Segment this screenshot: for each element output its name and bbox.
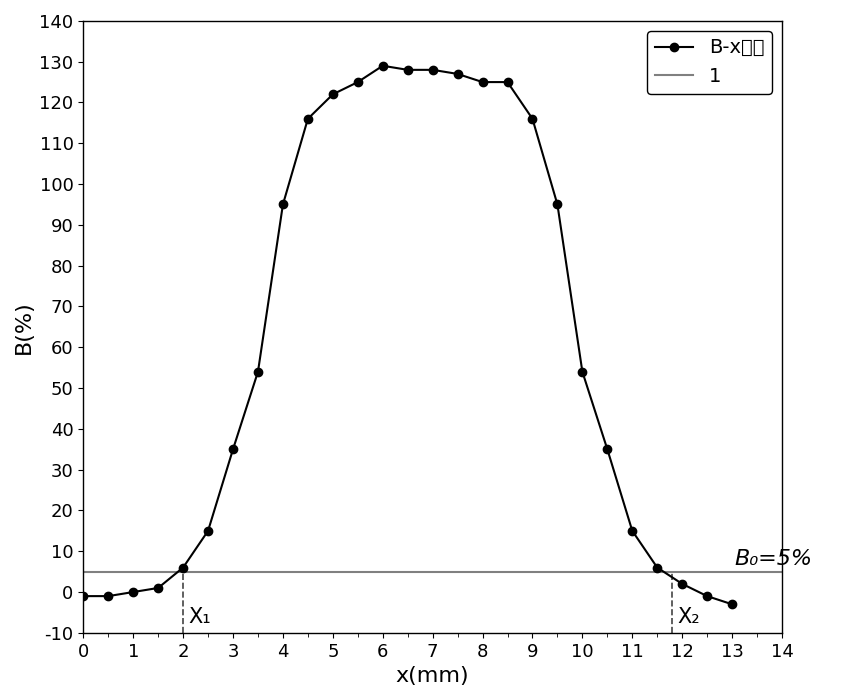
Text: X₂: X₂: [677, 607, 700, 626]
B-x曲线: [377, 62, 388, 70]
Text: X₁: X₁: [188, 607, 211, 626]
Line: B-x曲线: B-x曲线: [79, 62, 736, 608]
B-x曲线: [128, 588, 139, 596]
B-x曲线: [153, 584, 163, 592]
Y-axis label: B(%): B(%): [14, 300, 34, 354]
B-x曲线: [452, 70, 462, 78]
B-x曲线: [278, 200, 288, 209]
B-x曲线: [602, 445, 612, 454]
B-x曲线: [403, 66, 413, 74]
B-x曲线: [103, 592, 113, 601]
B-x曲线: [552, 200, 563, 209]
B-x曲线: [577, 368, 587, 376]
B-x曲线: [502, 78, 513, 86]
B-x曲线: [627, 526, 638, 535]
B-x曲线: [702, 592, 712, 601]
1: [128, 568, 139, 576]
B-x曲线: [428, 66, 438, 74]
B-x曲线: [328, 90, 338, 99]
B-x曲线: [178, 564, 188, 572]
B-x曲线: [527, 115, 537, 123]
B-x曲线: [727, 600, 737, 608]
Text: B₀=5%: B₀=5%: [734, 550, 813, 569]
B-x曲线: [652, 564, 662, 572]
B-x曲线: [203, 526, 213, 535]
B-x曲线: [353, 78, 363, 86]
B-x曲线: [228, 445, 238, 454]
1: [78, 568, 88, 576]
B-x曲线: [677, 580, 688, 588]
B-x曲线: [303, 115, 313, 123]
B-x曲线: [252, 368, 263, 376]
B-x曲线: [478, 78, 488, 86]
X-axis label: x(mm): x(mm): [396, 666, 469, 686]
Legend: B-x曲线, 1: B-x曲线, 1: [647, 31, 773, 94]
B-x曲线: [78, 592, 88, 601]
